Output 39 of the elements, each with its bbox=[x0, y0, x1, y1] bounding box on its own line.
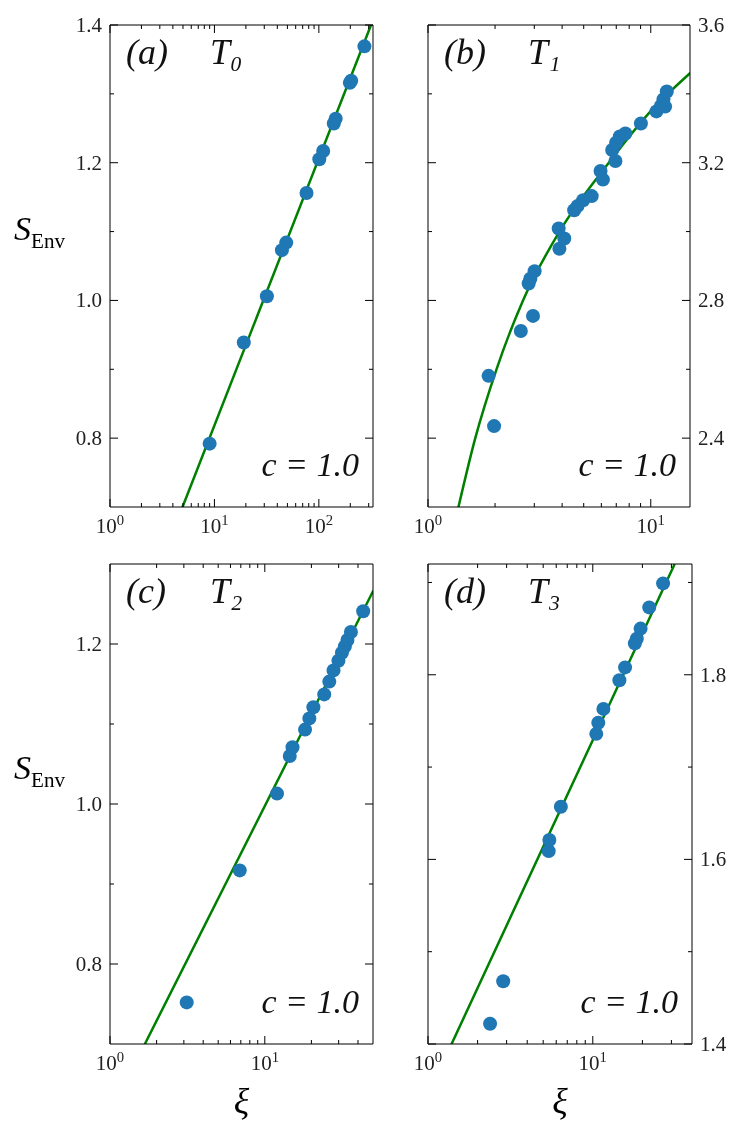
y-tick-label: 0.8 bbox=[75, 952, 102, 976]
annotation: c = 1.0 bbox=[580, 982, 678, 1022]
y2-tick-label: 2.8 bbox=[698, 288, 725, 313]
annotation: c = 1.0 bbox=[578, 445, 676, 485]
y2-tick-label: 3.6 bbox=[698, 13, 725, 37]
y-tick-label: 1.0 bbox=[75, 792, 102, 816]
y-tick-label: 1.4 bbox=[75, 13, 103, 37]
y2-tick-label: 1.8 bbox=[700, 662, 727, 687]
y-tick-label: 1.0 bbox=[75, 288, 102, 313]
x-tick-label: 10$^{1}$ bbox=[200, 512, 229, 538]
y-axis-title: S$_{Env}$ bbox=[14, 210, 65, 254]
x-tick-label: 10$^{1}$ bbox=[636, 512, 665, 538]
annotation: (a) bbox=[126, 31, 168, 74]
annotation: T₀ bbox=[210, 31, 243, 74]
x-axis-title: ξ bbox=[551, 1080, 569, 1122]
x-tick-label: 10$^{0}$ bbox=[413, 1049, 443, 1075]
annotation: T₂ bbox=[210, 570, 243, 613]
y-tick-label: 1.2 bbox=[75, 150, 102, 175]
y2-tick-label: 3.2 bbox=[698, 150, 725, 175]
annotation: c = 1.0 bbox=[261, 982, 359, 1022]
y2-tick-label: 2.4 bbox=[698, 426, 725, 451]
y2-tick-label: 1.4 bbox=[700, 1032, 727, 1056]
x-tick-label: 10$^{0}$ bbox=[95, 1049, 125, 1075]
annotation: T₃ bbox=[528, 570, 561, 613]
y-tick-label: 1.2 bbox=[75, 632, 102, 656]
annotation: c = 1.0 bbox=[261, 445, 359, 485]
y2-tick-label: 1.6 bbox=[700, 847, 727, 872]
x-tick-label: 10$^{0}$ bbox=[95, 512, 125, 538]
annotation: T₁ bbox=[528, 31, 561, 74]
x-axis-title: ξ bbox=[232, 1080, 251, 1122]
x-tick-label: 10$^{2}$ bbox=[304, 512, 334, 538]
y-axis-title: S$_{Env}$ bbox=[14, 749, 65, 793]
annotation: (b) bbox=[444, 31, 486, 74]
x-tick-label: 10$^{1}$ bbox=[250, 1049, 279, 1075]
annotation: (d) bbox=[444, 570, 486, 613]
annotation: (c) bbox=[126, 570, 166, 613]
x-tick-label: 10$^{0}$ bbox=[413, 512, 443, 538]
x-tick-label: 10$^{1}$ bbox=[578, 1049, 607, 1075]
y-tick-label: 0.8 bbox=[75, 426, 102, 451]
